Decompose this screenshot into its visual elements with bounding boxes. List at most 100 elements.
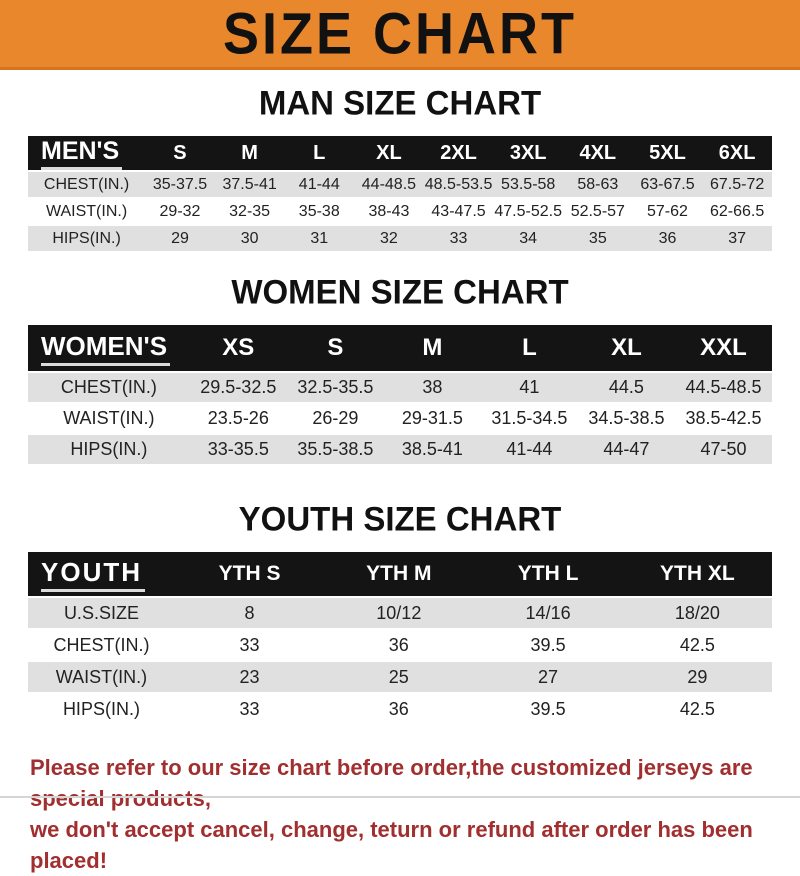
size-value: 38.5-42.5: [685, 408, 762, 428]
table-title-label: YOUTH: [41, 557, 145, 592]
footer-line-1: Please refer to our size chart before or…: [30, 755, 753, 811]
row-label: HIPS(IN.): [70, 439, 148, 459]
measurement-row: HIPS(IN.) 29 30 31 32 33 34 35 36 37: [28, 225, 772, 251]
row-label: CHEST(IN.): [43, 175, 130, 193]
size-value: 38-43: [368, 202, 410, 220]
table-title-label: MEN'S: [41, 137, 123, 170]
size-table-header-row: WOMEN'S XS S M L XL XXL: [28, 325, 772, 372]
size-value: 14/16: [525, 602, 571, 623]
row-label: CHEST(IN.): [53, 634, 150, 655]
measurement-row: WAIST(IN.) 23.5-26 26-29 29-31.5 31.5-34.5 34…: [28, 403, 772, 434]
size-value: 29.5-32.5: [200, 377, 277, 397]
size-table-header-row: MEN'S S M L XL 2XL 3XL 4XL 5XL 6XL: [28, 136, 772, 171]
size-column-header: L: [284, 136, 355, 171]
size-value: 33: [239, 634, 260, 655]
size-value: 42.5: [679, 698, 715, 719]
row-label: WAIST(IN.): [55, 666, 148, 687]
size-value: 29-32: [159, 202, 201, 220]
size-value: 44-48.5: [361, 175, 417, 193]
size-value: 47.5-52.5: [494, 202, 562, 220]
size-value: 18/20: [674, 602, 720, 623]
measurement-row: WAIST(IN.) 29-32 32-35 35-38 38-43 43-47.5 47.…: [28, 198, 772, 225]
size-value: 36: [388, 698, 409, 719]
section-women: WOMEN SIZE CHART WOMEN'S XS S M L XL XXL CHEST(…: [0, 272, 800, 464]
banner-title: SIZE CHART: [223, 1, 577, 66]
size-value: 58-63: [577, 175, 619, 193]
size-value: 63-67.5: [640, 175, 695, 193]
size-value: 43-47.5: [431, 202, 486, 220]
bottom-edge-line: [0, 796, 800, 798]
table-title-label: WOMEN'S: [41, 331, 171, 366]
size-value: 35: [588, 229, 607, 247]
table-title-cell: WOMEN'S: [28, 325, 190, 372]
size-value: 35.5-38.5: [297, 439, 374, 459]
size-value: 35-37.5: [152, 175, 208, 193]
size-column-header: S: [286, 325, 384, 372]
row-label: U.S.SIZE: [63, 602, 139, 623]
size-column-header: YTH XL: [622, 552, 772, 597]
size-value: 23.5-26: [207, 408, 269, 428]
youth-size-table: YOUTH YTH S YTH M YTH L YTH XL U.S.SIZE 8 10/12…: [28, 552, 772, 724]
size-value: 38: [422, 377, 443, 397]
size-column-header: 2XL: [423, 136, 494, 171]
size-value: 44.5-48.5: [685, 377, 762, 397]
table-title-cell: YOUTH: [28, 552, 175, 597]
youth-section-heading: YOUTH SIZE CHART: [238, 499, 562, 538]
footer-note: Please refer to our size chart before or…: [0, 752, 800, 876]
row-label: WAIST(IN.): [45, 202, 128, 220]
size-column-header: 5XL: [632, 136, 703, 171]
size-column-header: 6XL: [702, 136, 772, 171]
size-value: 26-29: [312, 408, 359, 428]
size-column-header: 4XL: [563, 136, 633, 171]
size-value: 32-35: [229, 202, 271, 220]
size-value: 39.5: [530, 634, 566, 655]
size-column-header: XL: [354, 136, 424, 171]
size-value: 37: [728, 229, 747, 247]
measurement-row: HIPS(IN.) 33 36 39.5 42.5: [28, 693, 772, 724]
size-value: 32.5-35.5: [297, 377, 374, 397]
size-column-header: L: [480, 325, 578, 372]
size-column-header: M: [383, 325, 481, 372]
size-value: 30: [240, 229, 259, 247]
size-column-header: 3XL: [493, 136, 563, 171]
size-value: 33: [239, 698, 260, 719]
size-value: 41: [519, 377, 540, 397]
size-column-header: M: [214, 136, 285, 171]
section-youth: YOUTH SIZE CHART YOUTH YTH S YTH M YTH L YTH…: [0, 499, 800, 724]
size-column-header: YTH S: [174, 552, 325, 597]
size-value: 37.5-41: [222, 175, 277, 193]
size-value: 53.5-58: [501, 175, 556, 193]
size-value: 62-66.5: [710, 202, 765, 220]
section-men: MAN SIZE CHART MEN'S S M L XL 2XL 3XL 4XL 5XL 6XL…: [0, 83, 800, 251]
measurement-row: CHEST(IN.) 29.5-32.5 32.5-35.5 38 41 44.5 44.5…: [28, 372, 772, 403]
measurement-row: WAIST(IN.) 23 25 27 29: [28, 661, 772, 693]
size-value: 57-62: [647, 202, 688, 220]
size-value: 33: [449, 229, 468, 247]
table-title-cell: MEN'S: [28, 136, 146, 171]
row-label: CHEST(IN.): [60, 377, 157, 397]
measurement-row: CHEST(IN.) 35-37.5 37.5-41 41-44 44-48.5 48.5…: [28, 171, 772, 198]
size-value: 23: [239, 666, 260, 687]
size-value: 52.5-57: [570, 202, 625, 220]
charts: MAN SIZE CHART MEN'S S M L XL 2XL 3XL 4XL 5XL 6XL…: [0, 83, 800, 724]
size-value: 33-35.5: [207, 439, 269, 459]
size-value: 34: [519, 229, 538, 247]
size-value: 41-44: [298, 175, 340, 193]
size-value: 67.5-72: [710, 175, 765, 193]
men-size-table: MEN'S S M L XL 2XL 3XL 4XL 5XL 6XL CHEST(IN.) 35-37…: [28, 136, 772, 251]
size-value: 29: [171, 229, 189, 247]
size-value: 31: [310, 229, 329, 247]
size-value: 25: [388, 666, 409, 687]
size-column-header: XS: [189, 325, 287, 372]
row-label: HIPS(IN.): [52, 229, 121, 247]
size-value: 8: [244, 602, 255, 623]
measurement-row: U.S.SIZE 8 10/12 14/16 18/20: [28, 597, 772, 629]
size-value: 42.5: [679, 634, 715, 655]
size-value: 10/12: [376, 602, 422, 623]
size-value: 27: [538, 666, 559, 687]
size-table-header-row: YOUTH YTH S YTH M YTH L YTH XL: [28, 552, 772, 597]
men-section-heading: MAN SIZE CHART: [258, 83, 542, 122]
women-section-heading: WOMEN SIZE CHART: [231, 272, 569, 311]
measurement-row: CHEST(IN.) 33 36 39.5 42.5: [28, 629, 772, 661]
